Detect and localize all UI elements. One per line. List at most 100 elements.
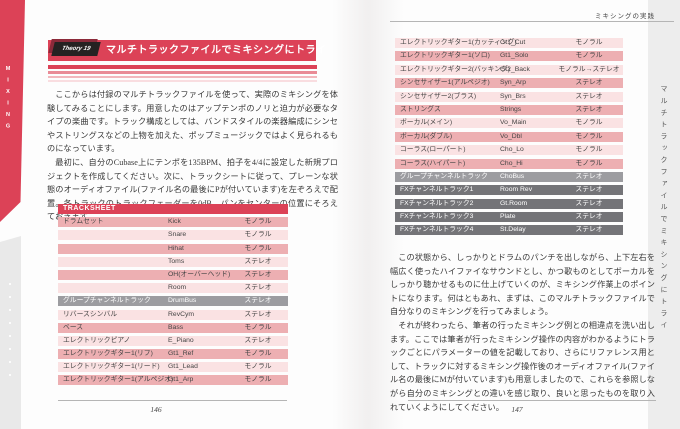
track-name-cell: St.Delay: [500, 226, 526, 234]
track-name-cell: Gt1_Arp: [168, 376, 194, 384]
track-name-cell: E_Piano: [168, 336, 194, 344]
tracksheet-header: TRACKSHEET: [58, 204, 288, 214]
track-category-cell: エレクトリックギター1(リード): [63, 363, 160, 371]
table-row: ベース Bass モノラル: [58, 322, 288, 333]
banner-stripe-3: [48, 75, 317, 78]
track-name-cell: Gt1_Lead: [168, 363, 198, 371]
theory-title-banner: マルチトラックファイルでミキシングにトライ: [48, 40, 327, 61]
channel-type-cell: モノラル: [244, 376, 272, 384]
table-row: エレクトリックピアノ E_Piano ステレオ: [58, 335, 288, 346]
channel-type-cell: モノラル: [575, 132, 603, 140]
track-category-cell: エレクトリックギター2(バッキング): [400, 65, 511, 73]
track-category-cell: グループチャンネルトラック: [63, 297, 151, 305]
channel-type-cell: ステレオ: [575, 92, 603, 100]
channel-type-cell: ステレオ: [575, 226, 603, 234]
track-category-cell: エレクトリックギター1(リフ): [63, 350, 153, 358]
channel-type-cell: モノラル: [575, 39, 603, 46]
footer-rule-right: [408, 400, 656, 401]
channel-type-cell: モノラル: [244, 323, 272, 331]
table-row: FXチャンネルトラック1 Room Rev ステレオ: [395, 185, 623, 196]
channel-type-cell: モノラル: [575, 119, 603, 127]
table-row: グループチャンネルトラック DrumBus ステレオ: [58, 296, 288, 307]
page-gutter-shadow: [332, 0, 404, 429]
channel-type-cell: ステレオ: [244, 284, 272, 292]
track-category-cell: コーラス(ローパート): [400, 146, 466, 154]
track-name-cell: Vo_Main: [500, 119, 527, 127]
table-row: エレクトリックギター1(リード) Gt1_Lead モノラル: [58, 362, 288, 373]
channel-type-cell: ステレオ: [575, 172, 603, 180]
track-name-cell: Kick: [168, 218, 181, 226]
track-category-cell: グループチャンネルトラック: [400, 172, 488, 180]
banner-stripe-4: [48, 80, 317, 82]
paragraph: それが終わったら、筆者の行ったミキシング例との相違点を洗い出します。ここでは筆者…: [390, 320, 655, 412]
table-row: Snare モノラル: [58, 230, 288, 241]
track-name-cell: Gt1_Solo: [500, 52, 529, 60]
track-name-cell: Room Rev: [500, 186, 533, 194]
header-rule: [390, 21, 674, 22]
channel-type-cell: ステレオ: [244, 257, 272, 265]
table-row: エレクトリックギター1(カッティング) Gt1_Cut モノラル: [395, 38, 623, 48]
table-row: グループチャンネルトラック ChoBus ステレオ: [395, 171, 623, 182]
channel-type-cell: ステレオ: [244, 336, 272, 344]
channel-type-cell: ステレオ: [244, 310, 272, 318]
channel-type-cell: モノラル: [575, 159, 603, 167]
track-name-cell: ChoBus: [500, 172, 525, 180]
theory-badge: Theory 19: [51, 42, 101, 56]
tracksheet-table-right: エレクトリックギター1(カッティング) Gt1_Cut モノラル エレクトリック…: [395, 38, 623, 239]
running-header: ミキシングの実践: [595, 13, 655, 20]
track-name-cell: Syn_Brs: [500, 92, 526, 100]
track-category-cell: ボーカル(ダブル): [400, 132, 453, 140]
table-row: OH(オーバーヘッド) ステレオ: [58, 269, 288, 280]
table-row: エレクトリックギター2(バッキング) Gt2_Back モノラル→ステレオ: [395, 64, 623, 75]
table-row: Toms ステレオ: [58, 256, 288, 267]
channel-type-cell: モノラル: [575, 146, 603, 154]
footer-rule-left: [58, 400, 287, 401]
paragraph: 最初に、自分のCubase上にテンポを135BPM、拍子を4/4に設定した新規プ…: [47, 157, 338, 222]
track-name-cell: DrumBus: [168, 297, 197, 305]
track-category-cell: エレクトリックギター1(カッティング): [400, 39, 517, 46]
channel-type-cell: ステレオ: [575, 199, 603, 207]
track-category-cell: FXチャンネルトラック3: [400, 213, 474, 221]
track-name-cell: Plate: [500, 213, 516, 221]
track-name-cell: OH(オーバーヘッド): [168, 270, 231, 278]
channel-type-cell: モノラル: [244, 231, 272, 239]
track-category-cell: ストリングス: [400, 105, 441, 113]
track-category-cell: リバースシンバル: [63, 310, 118, 318]
table-row: コーラス(ハイパート) Cho_Hi モノラル: [395, 158, 623, 169]
table-row: Hihat モノラル: [58, 243, 288, 254]
paragraph: この状態から、しっかりとドラムのパンチを出しながら、上下左右を幅広く使ったハイフ…: [390, 253, 655, 317]
track-name-cell: Cho_Lo: [500, 146, 524, 154]
channel-type-cell: ステレオ: [575, 213, 603, 221]
track-category-cell: ベース: [63, 323, 84, 331]
table-row: エレクトリックギター1(ソロ) Gt1_Solo モノラル: [395, 51, 623, 62]
channel-type-cell: モノラル: [575, 52, 603, 60]
page-number-left: 146: [150, 405, 162, 414]
track-name-cell: Syn_Arp: [500, 79, 527, 87]
right-page-body: この状態から、しっかりとドラムのパンチを出しながら、上下左右を幅広く使ったハイフ…: [390, 251, 655, 414]
banner-stripe-1: [48, 65, 317, 69]
track-category-cell: エレクトリックギター1(ソロ): [400, 52, 490, 60]
table-row: FXチャンネルトラック3 Plate ステレオ: [395, 212, 623, 223]
track-name-cell: Vo_Dbl: [500, 132, 522, 140]
track-name-cell: Toms: [168, 257, 185, 265]
track-name-cell: Gt.Room: [500, 199, 528, 207]
channel-type-cell: モノラル→ステレオ: [558, 65, 620, 73]
track-category-cell: ボーカル(メイン): [400, 119, 453, 127]
sidebar-vertical-title: マルチトラックファイルでミキシングにトライ: [660, 85, 667, 333]
channel-type-cell: ステレオ: [244, 270, 272, 278]
table-row: コーラス(ローパート) Cho_Lo モノラル: [395, 145, 623, 156]
paragraph: ここからは付録のマルチトラックファイルを使って、実際のミキシングを体験してみるこ…: [47, 90, 338, 154]
theory-title: マルチトラックファイルでミキシングにトライ: [106, 45, 327, 56]
left-page-body: ここからは付録のマルチトラックファイルを使って、実際のミキシングを体験してみるこ…: [47, 88, 338, 224]
chapter-tab-lower-dots: [9, 283, 11, 379]
track-name-cell: Gt1_Cut: [500, 39, 526, 46]
chapter-tab-label: MIXING: [5, 66, 11, 135]
channel-type-cell: ステレオ: [244, 297, 272, 305]
page-number-right: 147: [511, 405, 523, 414]
track-name-cell: Gt1_Ref: [168, 350, 194, 358]
channel-type-cell: モノラル: [244, 244, 272, 252]
track-category-cell: コーラス(ハイパート): [400, 159, 466, 167]
track-name-cell: Snare: [168, 231, 187, 239]
channel-type-cell: ステレオ: [575, 186, 603, 194]
table-row: FXチャンネルトラック2 Gt.Room ステレオ: [395, 198, 623, 209]
